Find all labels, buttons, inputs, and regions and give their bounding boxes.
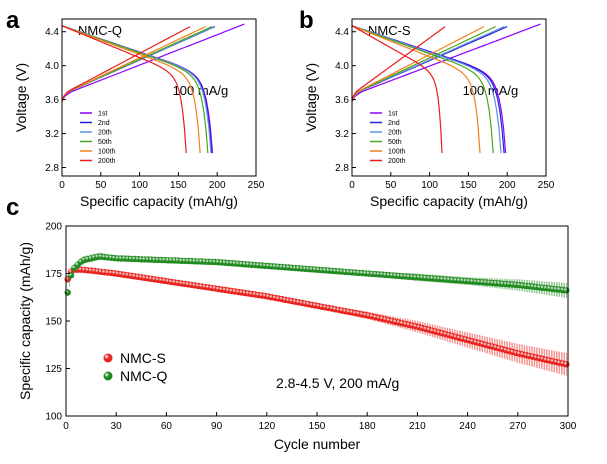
panel-a-legend: 1st 2nd 20th 50th 100th 200th bbox=[80, 111, 116, 165]
panel-c-y-tick-label: 175 bbox=[45, 269, 62, 280]
panel-b-charge-curve-100th bbox=[351, 26, 485, 102]
panel-b-x-tick-label: 100 bbox=[421, 180, 438, 191]
panel-c-series-NMC-Q bbox=[64, 252, 570, 299]
panel-c-data-point bbox=[64, 289, 71, 296]
panel-a-x-tick-label: 150 bbox=[170, 180, 187, 191]
panel-b-charge-curve-200th bbox=[351, 26, 446, 102]
panel-c-x-tick-label: 300 bbox=[560, 421, 577, 432]
panel-a-curves bbox=[61, 23, 245, 154]
panel-c-x-tick-label: 150 bbox=[309, 421, 326, 432]
panel-a-charge-curve-200th bbox=[61, 26, 191, 102]
panel-c-y-tick-label: 200 bbox=[45, 222, 62, 233]
panel-c-y-axis-label: Specific capacity (mAh/g) bbox=[17, 242, 33, 400]
panel-b-legend-label-50th: 50th bbox=[388, 139, 402, 146]
panel-a-y-tick-label: 3.6 bbox=[45, 95, 59, 106]
panel-a-legend-label-100th: 100th bbox=[98, 149, 116, 156]
panel-c-x-tick-label: 60 bbox=[161, 421, 173, 432]
panel-b-discharge-curve-100th bbox=[351, 25, 481, 154]
panel-a-letter: a bbox=[6, 7, 20, 34]
panel-a-legend-label-2nd: 2nd bbox=[98, 120, 110, 127]
panel-b-y-tick-label: 3.6 bbox=[335, 95, 349, 106]
panel-b-y-tick-label: 3.2 bbox=[335, 129, 349, 140]
panel-a-y-tick-label: 4.0 bbox=[45, 61, 59, 72]
panel-b-legend-label-20th: 20th bbox=[388, 130, 402, 137]
panel-c-legend: NMC-S NMC-Q bbox=[103, 350, 168, 384]
panel-b-charge-curve-50th bbox=[351, 26, 496, 102]
panel-b-legend-label-100th: 100th bbox=[388, 149, 406, 156]
panel-a-discharge-curve-100th bbox=[61, 25, 201, 154]
panel-b-discharge-curve-50th bbox=[351, 25, 494, 154]
panel-c-y-tick-label: 100 bbox=[45, 412, 62, 423]
panel-c-x-tick-label: 240 bbox=[459, 421, 476, 432]
panel-c-condition-annotation: 2.8-4.5 V, 200 mA/g bbox=[276, 375, 399, 391]
panel-a-x-tick-label: 100 bbox=[131, 180, 148, 191]
panel-b-y-axis-label: Voltage (V) bbox=[303, 63, 319, 132]
panel-c-x-tick-label: 0 bbox=[63, 421, 69, 432]
panel-a-chart: a NMC-Q 100 mA/g 0 50 100 150 200 250 2.8 3.2 3.6 4… bbox=[6, 7, 265, 209]
panel-c-data-point bbox=[563, 287, 570, 294]
panel-a-x-axis-label: Specific capacity (mAh/g) bbox=[80, 193, 238, 209]
panel-b-y-tick-label: 4.4 bbox=[335, 27, 349, 38]
panel-b-y-tick-label: 2.8 bbox=[335, 163, 349, 174]
panel-b-sample-label: NMC-S bbox=[368, 23, 411, 38]
panel-c-x-tick-label: 180 bbox=[359, 421, 376, 432]
panel-c-y-tick-label: 150 bbox=[45, 317, 62, 328]
panel-a-legend-label-200th: 200th bbox=[98, 158, 116, 165]
panel-a-y-tick-label: 4.4 bbox=[45, 27, 59, 38]
panel-b-curves bbox=[351, 23, 541, 154]
panel-b-letter: b bbox=[299, 7, 314, 34]
panel-b-discharge-curve-200th bbox=[351, 25, 443, 154]
panel-b-charge-curve-20th bbox=[351, 26, 505, 102]
panel-c-series-NMC-S bbox=[64, 266, 570, 377]
panel-c-letter: c bbox=[6, 194, 19, 221]
panel-b-plot-frame bbox=[351, 18, 547, 177]
panel-a-charge-curve-100th bbox=[61, 26, 206, 102]
panel-a-sample-label: NMC-Q bbox=[78, 23, 122, 38]
panel-b-x-tick-label: 200 bbox=[499, 180, 516, 191]
panel-b-legend-label-200th: 200th bbox=[388, 158, 406, 165]
panel-c-x-tick-label: 30 bbox=[111, 421, 123, 432]
panel-a-legend-label-50th: 50th bbox=[98, 139, 112, 146]
panel-a-x-tick-label: 200 bbox=[209, 180, 226, 191]
panel-a-rate-annotation: 100 mA/g bbox=[173, 83, 229, 98]
panel-b-legend-label-1st: 1st bbox=[388, 111, 397, 118]
panel-b-legend-label-2nd: 2nd bbox=[388, 120, 400, 127]
panel-b-x-tick-label: 150 bbox=[460, 180, 477, 191]
panel-c-legend-marker-NMC-S bbox=[103, 353, 113, 363]
panel-a-plot-frame bbox=[61, 18, 257, 177]
panel-c-legend-marker-NMC-Q bbox=[103, 371, 113, 381]
panel-a-y-tick-label: 3.2 bbox=[45, 129, 59, 140]
panel-b-y-tick-label: 4.0 bbox=[335, 61, 349, 72]
panel-a-x-tick-label: 50 bbox=[95, 180, 107, 191]
panel-b-x-tick-label: 50 bbox=[385, 180, 397, 191]
panel-a-legend-label-20th: 20th bbox=[98, 130, 112, 137]
panel-c-data-point bbox=[563, 361, 570, 368]
panel-a-y-axis-label: Voltage (V) bbox=[13, 63, 29, 132]
panel-a-x-tick-label: 250 bbox=[248, 180, 265, 191]
panel-b-chart: b NMC-S 100 mA/g 0 50 100 150 200 250 2.8 3.2 3.6 4… bbox=[299, 7, 555, 209]
panel-a-y-tick-label: 2.8 bbox=[45, 163, 59, 174]
panel-c-legend-label-NMC-Q: NMC-Q bbox=[120, 368, 168, 384]
panel-b-x-tick-label: 250 bbox=[538, 180, 555, 191]
panel-b-rate-annotation: 100 mA/g bbox=[463, 83, 519, 98]
panel-c-x-tick-label: 90 bbox=[211, 421, 223, 432]
panel-a-discharge-curve-200th bbox=[61, 25, 187, 154]
panel-b-x-tick-label: 0 bbox=[349, 180, 355, 191]
panel-c-x-axis-label: Cycle number bbox=[274, 436, 361, 452]
panel-c-x-tick-label: 210 bbox=[409, 421, 426, 432]
panel-c-legend-label-NMC-S: NMC-S bbox=[120, 350, 166, 366]
panel-c-chart: c 0 30 60 90 120 150 180 210 240 270 300 100 125 150 1… bbox=[6, 194, 577, 452]
panel-c-x-tick-label: 120 bbox=[258, 421, 275, 432]
panel-c-x-tick-label: 270 bbox=[509, 421, 526, 432]
panel-c-y-tick-label: 125 bbox=[45, 364, 62, 375]
panel-a-legend-label-1st: 1st bbox=[98, 111, 107, 118]
panel-b-legend: 1st 2nd 20th 50th 100th 200th bbox=[370, 111, 406, 165]
panel-a-x-tick-label: 0 bbox=[59, 180, 65, 191]
panel-b-x-axis-label: Specific capacity (mAh/g) bbox=[370, 193, 528, 209]
